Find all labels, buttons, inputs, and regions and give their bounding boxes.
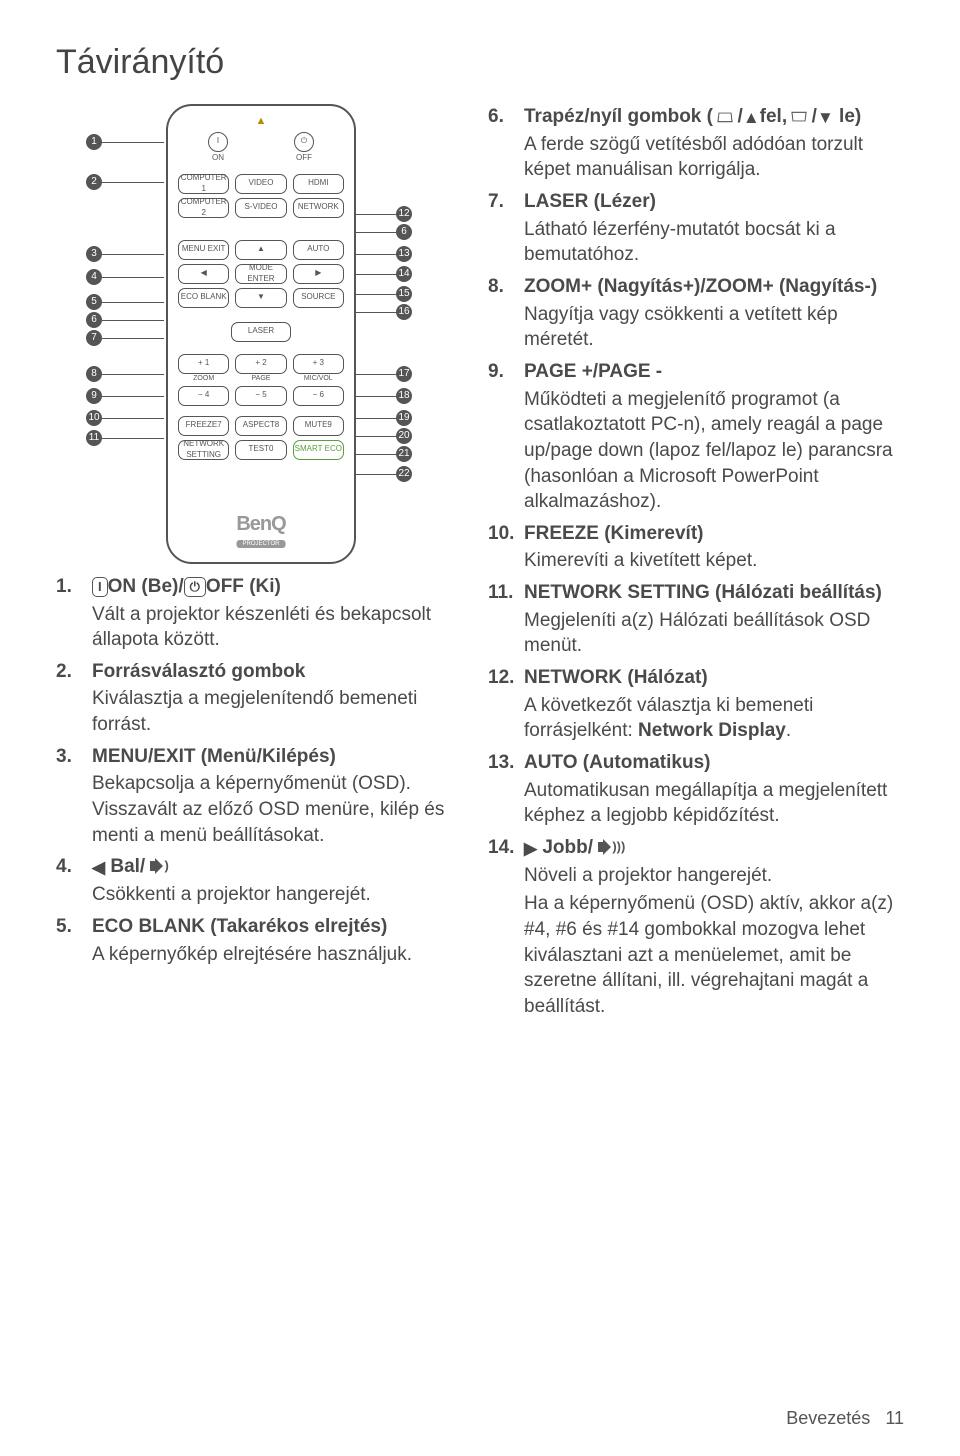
speaker-icon: ))) — [598, 839, 618, 855]
btn: SOURCE — [293, 288, 344, 308]
list-item: 2.Forrásválasztó gombok — [56, 659, 466, 685]
callout-5: 5 — [86, 294, 102, 310]
list-item: 12.NETWORK (Hálózat) — [488, 665, 904, 691]
callout-19: 19 — [396, 410, 412, 426]
btn: − 5 — [235, 386, 286, 406]
item-desc: Vált a projektor készenléti és bekapcsol… — [92, 602, 466, 653]
left-item-list: 1.ION (Be)/⏻OFF (Ki)Vált a projektor kés… — [56, 574, 466, 967]
btn: HDMI — [293, 174, 344, 194]
btn: + 2 — [235, 354, 286, 374]
callout-18: 18 — [396, 388, 412, 404]
list-item: 9.PAGE +/PAGE - — [488, 359, 904, 385]
callout-11: 11 — [86, 430, 102, 446]
btn: NETWORK — [293, 198, 344, 218]
btn: − 4 — [178, 386, 229, 406]
on-label: ON — [178, 153, 258, 164]
callout-4: 4 — [86, 269, 102, 285]
btn: ECO BLANK — [178, 288, 229, 308]
btn: TEST 0 — [235, 440, 286, 460]
btn: FREEZE 7 — [178, 416, 229, 436]
lbl: ZOOM — [178, 374, 229, 383]
item-desc: Látható lézerfény-mutatót bocsát ki a be… — [524, 217, 904, 268]
callout-20: 20 — [396, 428, 412, 444]
brand-sub: PROJECTOR — [237, 540, 286, 548]
item-desc: Működteti a megjelenítő programot (a csa… — [524, 387, 904, 515]
item-desc: A következőt választja ki bemeneti forrá… — [524, 693, 904, 744]
btn: MODE ENTER — [235, 264, 286, 284]
list-item: 10.FREEZE (Kimerevít) — [488, 521, 904, 547]
callout-8: 8 — [86, 366, 102, 382]
callout-3: 3 — [86, 246, 102, 262]
brand-logo: BenQ — [168, 511, 354, 538]
list-item: 6.Trapéz/nyíl gombok ( /▲fel, /▼ le) — [488, 104, 904, 130]
btn: COMPUTER 1 — [178, 174, 229, 194]
callout-10: 10 — [86, 410, 102, 426]
item-desc: A ferde szögű vetítésből adódóan torzult… — [524, 132, 904, 183]
btn: + 3 — [293, 354, 344, 374]
list-item: 11.NETWORK SETTING (Hálózati beállítás) — [488, 580, 904, 606]
callout-15: 15 — [396, 286, 412, 302]
lbl: PAGE — [235, 374, 286, 383]
list-item: 4.◀ Bal/ ) — [56, 854, 466, 880]
btn: LASER — [231, 322, 291, 342]
callout-16: 16 — [396, 304, 412, 320]
list-item: 13.AUTO (Automatikus) — [488, 750, 904, 776]
item-desc: Automatikusan megállapítja a megjeleníte… — [524, 778, 904, 829]
btn: SMART ECO — [293, 440, 344, 460]
list-item: 8.ZOOM+ (Nagyítás+)/ZOOM+ (Nagyítás-) — [488, 274, 904, 300]
list-item: 7.LASER (Lézer) — [488, 189, 904, 215]
item-desc: Bekapcsolja a képernyőmenüt (OSD). Vissz… — [92, 771, 466, 848]
btn: ▼ — [235, 288, 286, 308]
callout-1: 1 — [86, 134, 102, 150]
item-desc: Növeli a projektor hangerejét.Ha a képer… — [524, 863, 904, 1020]
item-desc: Kiválasztja a megjelenítendő bemeneti fo… — [92, 686, 466, 737]
callout-14: 14 — [396, 266, 412, 282]
btn: ◀ — [178, 264, 229, 284]
callout-7: 7 — [86, 330, 102, 346]
btn: AUTO — [293, 240, 344, 260]
item-desc: Megjeleníti a(z) Hálózati beállítások OS… — [524, 608, 904, 659]
callout-22: 22 — [396, 466, 412, 482]
item-desc: Csökkenti a projektor hangerejét. — [92, 882, 466, 908]
callout-9: 9 — [86, 388, 102, 404]
btn: ▲ — [235, 240, 286, 260]
btn: MUTE 9 — [293, 416, 344, 436]
lbl: MIC/VOL — [293, 374, 344, 383]
off-label: OFF — [264, 153, 344, 164]
btn: NETWORK SETTING — [178, 440, 229, 460]
btn: − 6 — [293, 386, 344, 406]
btn: S-VIDEO — [235, 198, 286, 218]
right-item-list: 6.Trapéz/nyíl gombok ( /▲fel, /▼ le)A fe… — [488, 104, 904, 1020]
callout-21: 21 — [396, 446, 412, 462]
callout-2: 2 — [86, 174, 102, 190]
item-desc: Kimerevíti a kivetített képet. — [524, 548, 904, 574]
page-title: Távirányító — [56, 40, 904, 86]
list-item: 1.ION (Be)/⏻OFF (Ki) — [56, 574, 466, 600]
btn: ▶ — [293, 264, 344, 284]
callout-13: 13 — [396, 246, 412, 262]
item-desc: Nagyítja vagy csökkenti a vetített kép m… — [524, 302, 904, 353]
laser-warn-icon: ▲ — [256, 114, 267, 129]
list-item: 3.MENU/EXIT (Menü/Kilépés) — [56, 744, 466, 770]
remote-diagram: 123456789101112613141516171819202122 ▲ I… — [56, 104, 466, 574]
btn: MENU EXIT — [178, 240, 229, 260]
callout-17: 17 — [396, 366, 412, 382]
item-desc: A képernyőkép elrejtésére használjuk. — [92, 942, 466, 968]
callout-12: 12 — [396, 206, 412, 222]
btn: ASPECT 8 — [235, 416, 286, 436]
btn: + 1 — [178, 354, 229, 374]
callout-6: 6 — [396, 224, 412, 240]
list-item: 14.▶ Jobb/ ))) — [488, 835, 904, 861]
btn: COMPUTER 2 — [178, 198, 229, 218]
callout-6: 6 — [86, 312, 102, 328]
page-footer: Bevezetés 11 — [786, 1406, 904, 1430]
list-item: 5.ECO BLANK (Takarékos elrejtés) — [56, 914, 466, 940]
btn: VIDEO — [235, 174, 286, 194]
speaker-icon: ) — [150, 858, 170, 874]
